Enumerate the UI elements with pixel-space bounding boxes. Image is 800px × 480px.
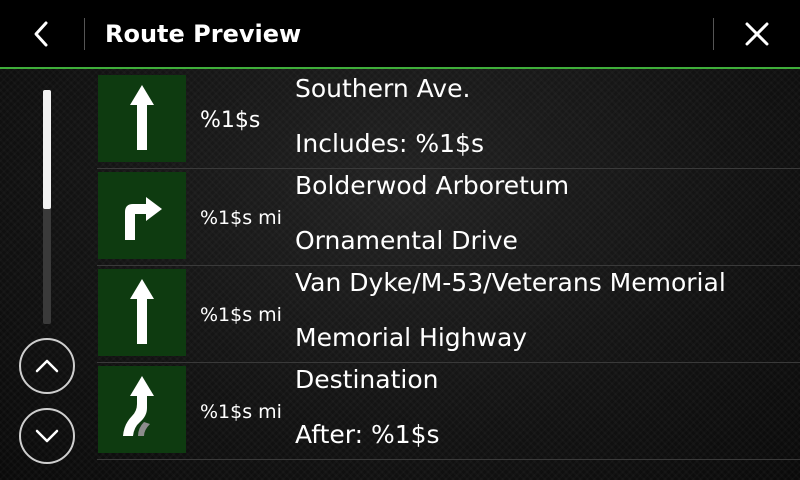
page-title: Route Preview (105, 20, 302, 48)
scrollbar-thumb[interactable] (43, 90, 51, 209)
chevron-up-icon (35, 359, 59, 373)
header-divider-left (84, 18, 85, 50)
route-step-row[interactable]: %1$s Southern Ave. Includes: %1$s (97, 72, 800, 169)
step-street: Destination (295, 365, 439, 394)
step-distance: %1$s mi (200, 303, 282, 326)
route-step-row[interactable]: %1$s mi Destination After: %1$s (97, 363, 800, 460)
step-detail: After: %1$s (295, 420, 440, 449)
destination-arrow-icon (123, 376, 154, 436)
step-distance: %1$s mi (200, 206, 282, 229)
step-detail: Includes: %1$s (295, 129, 484, 158)
step-street: Van Dyke/M-53/Veterans Memorial (295, 268, 726, 297)
straight-arrow-icon (130, 85, 154, 150)
back-button[interactable] (0, 0, 82, 67)
header-bar: Route Preview (0, 0, 800, 69)
step-distance: %1$s mi (200, 400, 282, 423)
close-button[interactable] (714, 0, 800, 67)
chevron-left-icon (34, 21, 48, 46)
maneuver-tile (98, 75, 186, 162)
step-detail: Ornamental Drive (295, 226, 518, 255)
route-step-list: %1$s Southern Ave. Includes: %1$s %1$s m… (97, 72, 800, 460)
route-step-row[interactable]: %1$s mi Van Dyke/M-53/Veterans Memorial … (97, 266, 800, 363)
chevron-down-icon (35, 429, 59, 443)
straight-arrow-icon (130, 279, 154, 344)
header-divider-right (713, 18, 714, 50)
maneuver-tile (98, 269, 186, 356)
turn-right-arrow-icon (125, 197, 162, 240)
maneuver-tile (98, 172, 186, 259)
route-step-row[interactable]: %1$s mi Bolderwod Arboretum Ornamental D… (97, 169, 800, 266)
close-icon (745, 22, 769, 45)
step-street: Bolderwod Arboretum (295, 171, 570, 200)
scroll-up-button[interactable] (19, 338, 75, 394)
step-street: Southern Ave. (295, 74, 471, 103)
step-detail: Memorial Highway (295, 323, 528, 352)
scrollbar[interactable] (43, 90, 51, 324)
scroll-down-button[interactable] (19, 408, 75, 464)
maneuver-tile (98, 366, 186, 453)
step-distance: %1$s (200, 108, 261, 133)
